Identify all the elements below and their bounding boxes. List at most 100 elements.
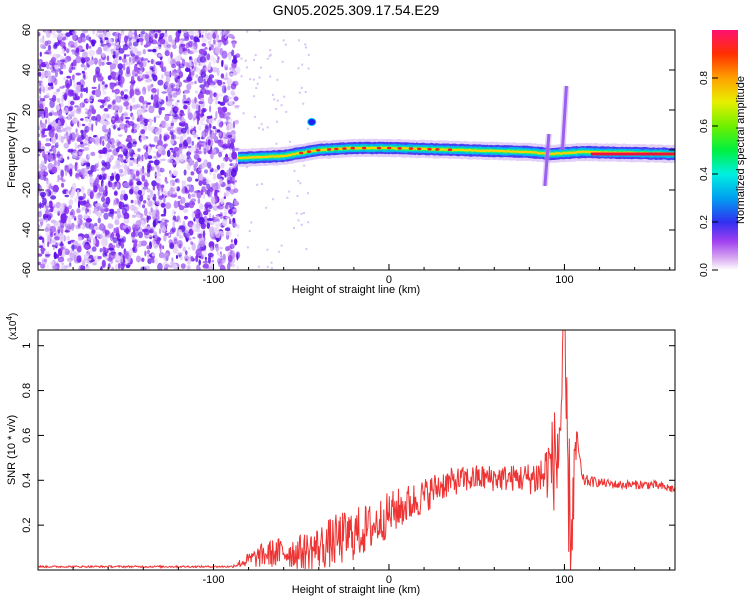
ridge-hotspot [361,146,367,150]
sparse-speck [300,223,303,226]
noise-speckle [54,191,56,195]
noise-speckle [123,171,127,176]
noise-speckle [171,71,177,77]
noise-speckle [224,227,231,232]
noise-speckle [118,48,125,54]
noise-speckle [63,132,69,139]
noise-speckle [236,265,239,270]
noise-speckle [155,100,162,109]
noise-speckle [101,125,107,132]
noise-speckle [229,66,235,71]
noise-speckle [173,238,178,245]
noise-speckle [177,179,180,184]
noise-speckle [89,177,95,184]
sparse-speck [280,104,283,107]
noise-speckle [206,53,211,61]
noise-speckle [167,92,172,101]
noise-speckle [131,104,138,110]
noise-speckle [138,95,145,103]
noise-speckle [128,30,134,38]
noise-speckle [200,97,205,102]
noise-speckle [88,36,92,42]
noise-speckle [163,195,166,204]
noise-speckle [95,114,102,122]
noise-speckle [40,202,45,208]
noise-speckle [213,182,221,191]
noise-speckle [38,171,45,176]
noise-speckle [115,163,122,169]
noise-speckle [141,188,146,195]
noise-speckle [91,229,96,234]
noise-speckle [220,162,224,170]
noise-speckle [232,162,237,168]
noise-speckle [59,41,66,47]
noise-speckle [207,64,210,70]
noise-speckle [127,165,130,174]
noise-speckle [215,245,219,252]
noise-speckle [113,211,118,214]
noise-speckle [56,54,61,58]
noise-speckle [61,64,66,67]
noise-speckle [217,139,224,147]
noise-speckle [137,175,140,179]
noise-speckle [68,214,74,220]
noise-speckle [136,245,140,249]
noise-speckle [210,44,214,51]
noise-speckle [104,247,108,254]
noise-speckle [200,30,207,34]
ridge-hotspot [350,146,355,150]
noise-speckle [74,196,79,203]
noise-speckle [180,127,187,134]
noise-speckle [115,32,118,40]
noise-speckle [100,175,106,180]
noise-speckle [144,33,150,42]
noise-speckle [113,45,117,51]
noise-speckle [100,99,106,104]
noise-speckle [226,78,233,86]
noise-speckle [114,88,120,95]
noise-speckle [81,186,85,191]
noise-speckle [220,73,225,79]
noise-speckle [82,87,87,93]
noise-speckle [66,235,70,241]
noise-speckle [73,109,78,113]
noise-speckle [136,180,142,186]
noise-speckle [194,30,200,38]
noise-speckle [147,258,152,265]
noise-speckle [71,30,77,34]
noise-speckle [149,144,156,148]
noise-speckle [117,238,120,242]
noise-speckle [53,236,60,241]
noise-speckle [41,114,45,119]
sparse-speck [258,127,261,129]
noise-speckle [66,75,71,79]
noise-speckle [75,86,81,94]
noise-speckle [127,135,132,139]
sparse-speck [244,59,247,62]
noise-speckle [207,161,212,169]
noise-speckle [216,164,221,170]
noise-speckle [217,257,222,264]
noise-speckle [155,61,162,66]
sparse-speck [276,120,278,123]
noise-speckle [188,194,192,200]
noise-speckle [68,199,74,206]
noise-speckle [148,160,154,164]
sparse-speck [282,39,285,42]
noise-speckle [165,202,172,210]
noise-speckle [39,38,44,43]
noise-speckle [183,100,190,104]
noise-speckle [167,126,172,131]
sparse-speck [302,212,305,214]
noise-speckle [77,223,81,228]
noise-speckle [182,246,186,252]
noise-speckle [166,86,173,95]
noise-speckle [143,200,147,204]
noise-speckle [77,195,84,201]
noise-speckle [182,208,189,213]
noise-speckle [206,183,211,190]
noise-speckle [164,115,170,122]
noise-speckle [203,210,209,216]
noise-speckle [153,94,159,103]
noise-speckle [193,112,197,118]
